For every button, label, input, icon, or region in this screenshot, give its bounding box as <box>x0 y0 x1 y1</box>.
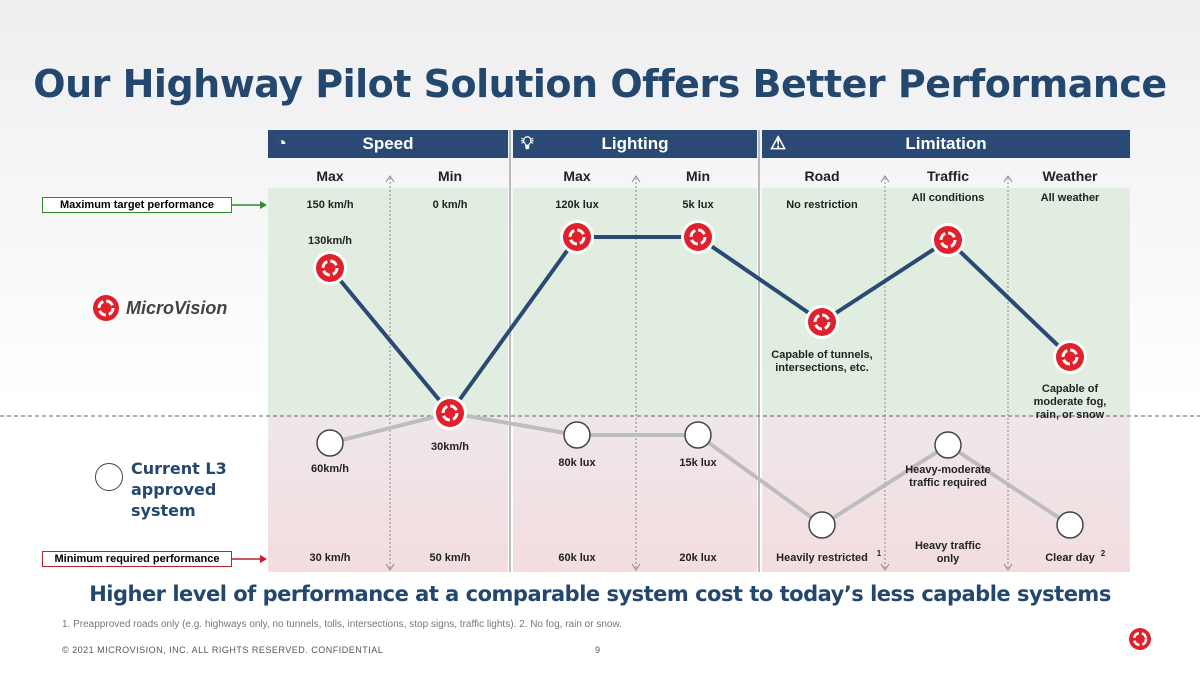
microvision-label: 30km/h <box>431 441 469 453</box>
footnote: 1. Preapproved roads only (e.g. highways… <box>62 619 622 630</box>
panel-limitation: ⚠︎ Limitation <box>762 130 1130 158</box>
column-header: Max <box>563 168 591 184</box>
column-header: Min <box>685 168 711 184</box>
microvision-node <box>1053 340 1087 374</box>
microvision-label: Capable of moderate fog, rain, or snow <box>1033 383 1107 421</box>
current-l3-label: 15k lux <box>679 457 717 469</box>
min-value: Clear day <box>1045 552 1095 564</box>
max-value: 5k lux <box>682 199 714 211</box>
current-l3-legend-marker <box>95 463 123 491</box>
divider <box>509 130 511 572</box>
min-value: Heavy traffic only <box>914 540 982 565</box>
microvision-node <box>560 220 594 254</box>
arrowhead-icon <box>385 563 395 571</box>
microvision-node <box>805 305 839 339</box>
current-l3-label: 80k lux <box>558 457 596 469</box>
max-value: 150 km/h <box>306 199 354 211</box>
microvision-logo-icon <box>93 295 119 321</box>
panel-label: Speed <box>362 134 414 153</box>
lightbulb-icon: 💡︎ <box>521 133 534 153</box>
panel-label: Limitation <box>905 134 987 153</box>
column-header: Traffic <box>926 168 969 184</box>
microvision-node <box>931 223 965 257</box>
current-l3-legend: Current L3 approved system <box>131 459 227 520</box>
current-l3-label: Heavy-moderate traffic required <box>905 464 991 489</box>
current-l3-node <box>1056 511 1084 539</box>
speedometer-icon: ◔ <box>276 133 287 153</box>
column-header: Max <box>316 168 344 184</box>
microvision-label: 130km/h <box>307 235 353 247</box>
microvision-node <box>313 251 347 285</box>
callout-arrows <box>232 201 267 563</box>
microvision-node <box>433 396 467 430</box>
arrowhead-icon <box>1003 563 1013 571</box>
panel-lighting: 💡︎ Lighting <box>513 130 757 158</box>
min-value: 30 km/h <box>309 552 351 564</box>
current-l3-node <box>563 421 591 449</box>
min-band-lighting <box>513 416 757 572</box>
max-value: 0 km/h <box>432 199 468 211</box>
current-l3-label: 60km/h <box>311 463 349 475</box>
slide-title: Our Highway Pilot Solution Offers Better… <box>33 62 1167 106</box>
current-l3-node <box>934 431 962 459</box>
max-value: All weather <box>1040 192 1100 204</box>
current-l3-node <box>316 429 344 457</box>
arrowhead-icon <box>631 563 641 571</box>
max-band-speed <box>268 188 508 416</box>
max-band-lighting <box>513 188 757 416</box>
max-value: 120k lux <box>555 199 599 211</box>
column-header: Min <box>437 168 463 184</box>
microvision-node <box>681 220 715 254</box>
max-value: No restriction <box>786 199 858 211</box>
min-callout: Minimum required performance <box>42 551 232 567</box>
min-band-speed <box>268 416 508 572</box>
footnote-marker: 2 <box>1100 549 1106 558</box>
divider <box>758 130 760 572</box>
arrowhead-icon <box>880 563 890 571</box>
min-value: 50 km/h <box>429 552 471 564</box>
warning-icon: ⚠︎ <box>770 133 787 153</box>
max-value: All conditions <box>911 192 985 204</box>
bottom-statement: Higher level of performance at a compara… <box>89 582 1111 606</box>
min-value: 20k lux <box>679 552 717 564</box>
microvision-logo: MicroVision <box>92 294 227 322</box>
microvision-line <box>328 235 1072 417</box>
arrowhead-icon <box>880 175 890 183</box>
copyright: © 2021 MICROVISION, INC. ALL RIGHTS RESE… <box>62 645 384 655</box>
current-l3-node <box>808 511 836 539</box>
min-value: Heavily restricted <box>776 552 868 564</box>
panel-label: Lighting <box>601 134 669 153</box>
footnote-marker: 1 <box>876 549 882 558</box>
arrowhead-icon <box>1003 175 1013 183</box>
corner-logo-icon <box>1129 628 1151 650</box>
page-number: 9 <box>595 645 601 655</box>
microvision-label: Capable of tunnels, intersections, etc. <box>771 349 873 374</box>
current-l3-node <box>684 421 712 449</box>
arrowhead-icon <box>631 175 641 183</box>
column-header: Road <box>804 168 840 184</box>
brand-name: MicroVision <box>126 297 228 318</box>
panel-speed: ◔ Speed <box>268 130 508 158</box>
arrowhead-icon <box>385 175 395 183</box>
column-header: Weather <box>1042 168 1098 184</box>
max-callout: Maximum target performance <box>42 197 232 213</box>
min-value: 60k lux <box>558 552 596 564</box>
